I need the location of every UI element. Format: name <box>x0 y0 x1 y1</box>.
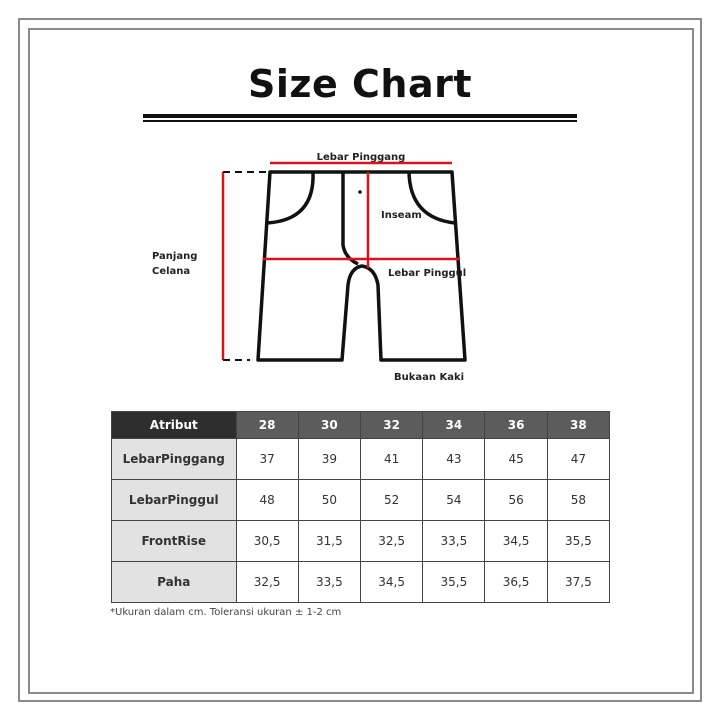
table-cell: 56 <box>484 479 548 521</box>
table-cell: 32,5 <box>359 520 424 562</box>
size-note: *Ukuran dalam cm. Toleransi ukuran ± 1-2… <box>110 607 342 618</box>
table-cell: 43 <box>422 438 486 480</box>
measure-lines <box>221 161 460 360</box>
table-row: LebarPinggang 37 39 41 43 45 47 <box>111 438 611 480</box>
label-lebar-pinggang: Lebar Pinggang <box>317 152 406 163</box>
table-cell: 35,5 <box>422 561 486 603</box>
table-cell: 54 <box>422 479 486 521</box>
table-cell: 47 <box>546 438 611 480</box>
table-cell: 37 <box>235 438 299 480</box>
table-row: Paha 32,5 33,5 34,5 35,5 36,5 37,5 <box>111 561 611 603</box>
table-row: FrontRise 30,5 31,5 32,5 33,5 34,5 35,5 <box>111 520 611 562</box>
table-cell: 58 <box>546 479 611 521</box>
table-cell: 36,5 <box>484 561 548 603</box>
fly-line <box>341 172 359 266</box>
header-size: 36 <box>484 411 548 439</box>
table-cell: 31,5 <box>297 520 362 562</box>
left-pocket <box>266 171 315 225</box>
table-header-row: Atribut 28 30 32 34 36 38 <box>111 411 611 439</box>
outer-frame <box>18 18 702 702</box>
page-title: Size Chart <box>247 62 472 106</box>
header-size: 34 <box>422 411 486 439</box>
label-celana: Celana <box>152 266 190 277</box>
table-cell: 45 <box>484 438 548 480</box>
title-rule-thick <box>143 114 577 118</box>
size-table: Atribut 28 30 32 34 36 38 LebarPinggang 3… <box>111 411 611 603</box>
header-size: 28 <box>235 411 299 439</box>
table-row: LebarPinggul 48 50 52 54 56 58 <box>111 479 611 521</box>
row-label: FrontRise <box>111 520 237 562</box>
right-pocket <box>407 171 456 225</box>
table-cell: 37,5 <box>546 561 611 603</box>
table-cell: 32,5 <box>235 561 299 603</box>
header-size: 38 <box>546 411 611 439</box>
row-label: Paha <box>111 561 237 603</box>
title-rule-thin <box>143 120 577 122</box>
table-cell: 52 <box>359 479 424 521</box>
header-atribut: Atribut <box>111 411 237 439</box>
label-inseam: Inseam <box>381 210 422 221</box>
label-bukaan-kaki: Bukaan Kaki <box>394 372 464 383</box>
table-cell: 50 <box>297 479 362 521</box>
label-lebar-pinggul: Lebar Pinggul <box>388 268 466 279</box>
label-panjang: Panjang <box>152 251 197 262</box>
row-label: LebarPinggang <box>111 438 237 480</box>
shorts-diagram: Lebar Pinggang Inseam Lebar Pinggul Buka… <box>152 152 467 383</box>
table-cell: 39 <box>297 438 362 480</box>
table-cell: 34,5 <box>359 561 424 603</box>
table-cell: 48 <box>235 479 299 521</box>
length-dash-guides <box>223 171 266 361</box>
button-dot <box>358 190 362 194</box>
table-cell: 34,5 <box>484 520 548 562</box>
header-size: 30 <box>297 411 362 439</box>
table-cell: 41 <box>359 438 424 480</box>
row-label: LebarPinggul <box>111 479 237 521</box>
header-size: 32 <box>359 411 424 439</box>
table-cell: 33,5 <box>297 561 362 603</box>
table-cell: 33,5 <box>422 520 486 562</box>
inner-frame <box>28 28 694 694</box>
table-cell: 30,5 <box>235 520 299 562</box>
table-cell: 35,5 <box>546 520 611 562</box>
shorts-outline <box>256 170 467 362</box>
